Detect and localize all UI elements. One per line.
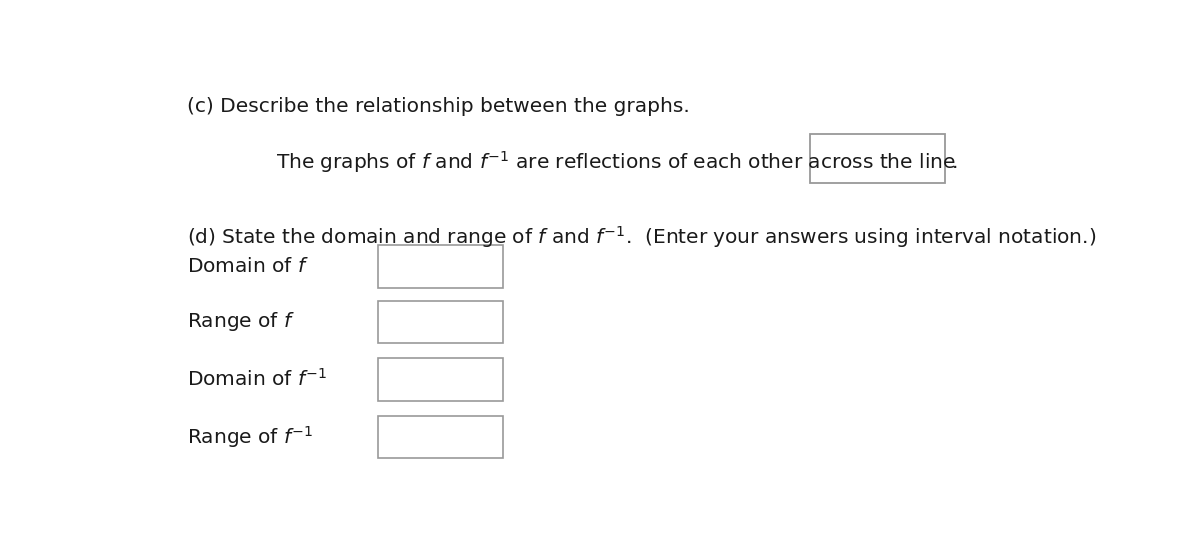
Text: The graphs of $f$ and $f^{-1}$ are reflections of each other across the line: The graphs of $f$ and $f^{-1}$ are refle… — [276, 149, 955, 175]
Text: Domain of $f^{-1}$: Domain of $f^{-1}$ — [187, 368, 328, 390]
Text: .: . — [952, 153, 958, 171]
Text: (c) Describe the relationship between the graphs.: (c) Describe the relationship between th… — [187, 97, 690, 116]
Text: Domain of $f$: Domain of $f$ — [187, 257, 310, 276]
FancyBboxPatch shape — [378, 415, 504, 458]
FancyBboxPatch shape — [378, 245, 504, 288]
FancyBboxPatch shape — [810, 134, 946, 184]
FancyBboxPatch shape — [378, 301, 504, 343]
FancyBboxPatch shape — [378, 358, 504, 400]
Text: (d) State the domain and range of $f$ and $f^{-1}$.  (Enter your answers using i: (d) State the domain and range of $f$ an… — [187, 224, 1097, 249]
Text: Range of $f$: Range of $f$ — [187, 310, 295, 333]
Text: Range of $f^{-1}$: Range of $f^{-1}$ — [187, 424, 313, 450]
